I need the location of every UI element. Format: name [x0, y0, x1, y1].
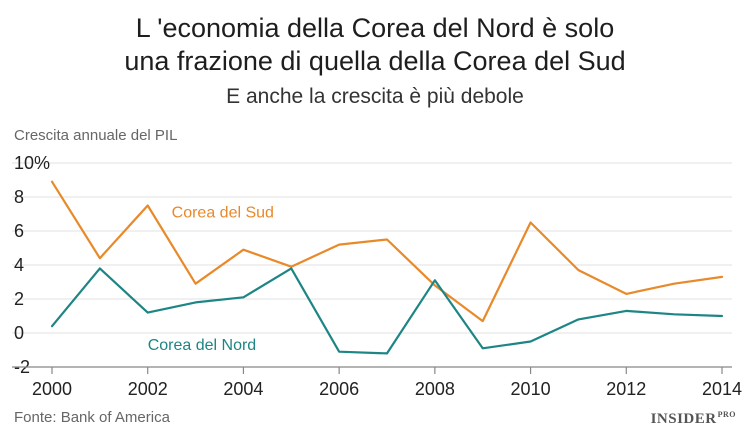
y-tick-label: 10%	[14, 153, 50, 173]
x-tick-label: 2000	[32, 379, 72, 399]
x-tick-label: 2008	[415, 379, 455, 399]
x-tick-label: 2010	[511, 379, 551, 399]
y-tick-label: 0	[14, 323, 24, 343]
x-tick-label: 2004	[223, 379, 263, 399]
y-tick-label: 4	[14, 255, 24, 275]
x-tick-label: 2002	[128, 379, 168, 399]
brand-suffix: PRO	[717, 410, 736, 419]
brand-logo: INSIDERPRO	[651, 410, 736, 428]
y-axis-label: Crescita annuale del PIL	[14, 127, 178, 144]
brand-name: INSIDER	[650, 411, 717, 427]
y-tick-label: 6	[14, 221, 24, 241]
chart-subtitle: E anche la crescita è più debole	[226, 85, 524, 108]
series-label-corea-del-sud: Corea del Sud	[172, 204, 274, 221]
x-tick-label: 2012	[606, 379, 646, 399]
x-tick-label: 2006	[319, 379, 359, 399]
source-note: Fonte: Bank of America	[14, 409, 170, 426]
chart-title: L 'economia della Corea del Nord è solo …	[0, 12, 750, 78]
y-tick-label: 8	[14, 187, 24, 207]
x-tick-label: 2014	[702, 379, 742, 399]
chart-title-line-1: L 'economia della Corea del Nord è solo	[135, 13, 615, 43]
series-line-corea-del-sud	[50, 180, 724, 323]
chart-title-line-2: una frazione di quella della Corea del S…	[124, 46, 626, 76]
series-label-corea-del-nord: Corea del Nord	[148, 337, 257, 354]
y-tick-label: 2	[14, 289, 24, 309]
